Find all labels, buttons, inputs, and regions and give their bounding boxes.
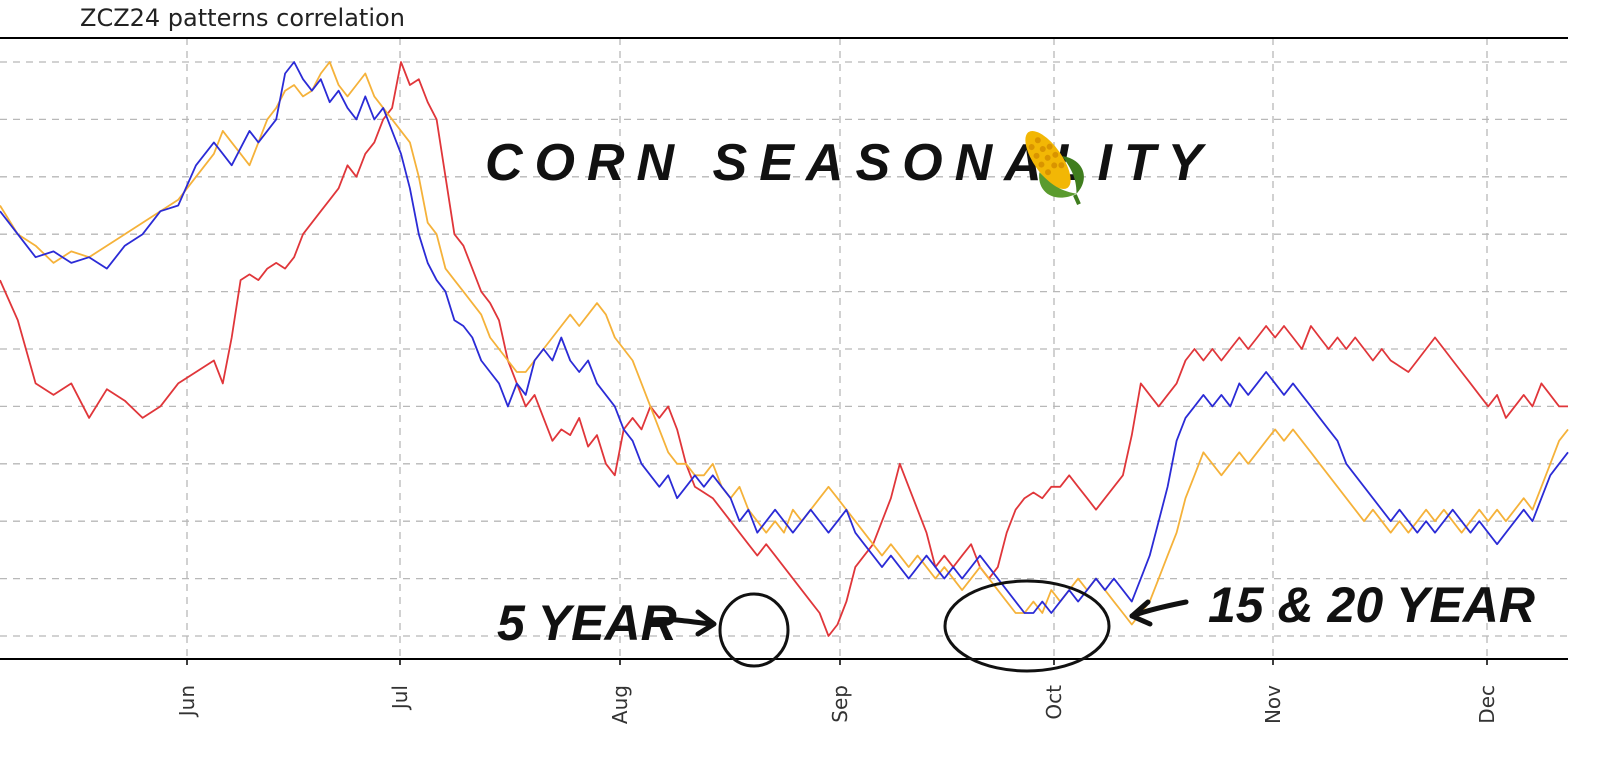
fifteen-twenty-arrowhead xyxy=(1129,599,1153,627)
x-tick-label-dec: Dec xyxy=(1475,685,1499,724)
x-tick-label-jun: Jun xyxy=(175,685,199,718)
corn-icon xyxy=(1025,131,1084,206)
five-year-label: 5 YEAR xyxy=(497,595,677,651)
x-tick-label-sep: Sep xyxy=(828,685,852,723)
five-year-arrowhead xyxy=(695,609,717,637)
x-tick-label-aug: Aug xyxy=(608,685,632,724)
grid-lines xyxy=(0,38,1568,659)
x-tick-label-oct: Oct xyxy=(1042,685,1066,720)
series-line-3 xyxy=(0,61,1569,614)
series-line-2 xyxy=(0,61,1569,626)
series-line-1 xyxy=(0,61,1568,637)
series-lines xyxy=(0,61,1569,637)
five-year-arrow xyxy=(649,617,715,627)
fifteen-twenty-circle xyxy=(943,579,1111,673)
x-axis-ticks: Jun Jul Aug Sep Oct Nov Dec xyxy=(175,659,1499,724)
overlay-title: CORN SEASONALITY xyxy=(485,134,1214,192)
five-year-circle xyxy=(718,592,790,668)
fifteen-twenty-year-label: 15 & 20 YEAR xyxy=(1208,577,1535,633)
chart-title: ZCZ24 patterns correlation xyxy=(80,4,405,32)
x-tick-label-jul: Jul xyxy=(388,685,412,711)
x-tick-label-nov: Nov xyxy=(1261,685,1285,724)
